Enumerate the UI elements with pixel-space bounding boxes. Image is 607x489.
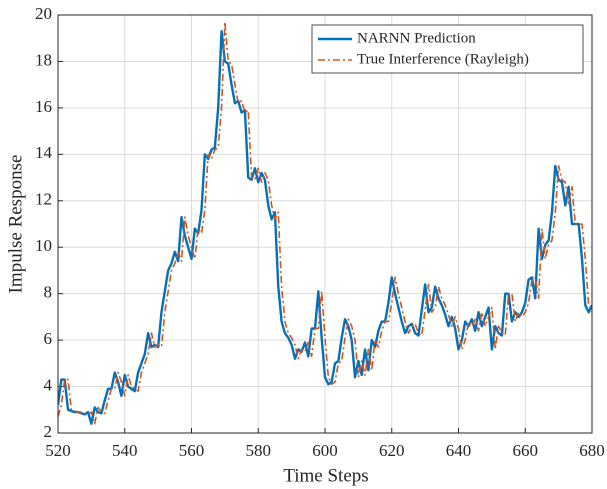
x-tick-label: 680: [579, 441, 605, 460]
x-tick-label: 600: [312, 441, 338, 460]
legend-label: True Interference (Rayleigh): [357, 51, 529, 67]
series-group: [58, 30, 592, 425]
data-line: [58, 21, 592, 425]
y-tick-label: 18: [35, 50, 52, 69]
x-tick-label: 520: [45, 441, 71, 460]
x-tick-label: 640: [446, 441, 472, 460]
x-tick-label: 620: [379, 441, 405, 460]
y-tick-label: 12: [35, 190, 52, 209]
legend-label: NARNN Prediction: [357, 30, 476, 46]
y-tick-label: 6: [44, 329, 53, 348]
x-tick-label: 540: [112, 441, 138, 460]
y-tick-label: 4: [44, 375, 53, 394]
legend-box: [311, 24, 584, 74]
data-line: [58, 30, 592, 425]
y-tick-label: 8: [44, 283, 53, 302]
y-tick-label: 20: [35, 4, 52, 23]
plot-frame: [57, 14, 593, 434]
x-axis-label: Time Steps: [283, 465, 368, 486]
x-tick-label: 560: [179, 441, 205, 460]
x-tick-label: 580: [246, 441, 272, 460]
y-tick-label: 16: [35, 97, 52, 116]
y-tick-label: 14: [35, 143, 53, 162]
x-tick-label: 660: [513, 441, 539, 460]
series-group: [58, 21, 592, 425]
y-tick-label: 2: [44, 422, 53, 441]
y-axis-label: Impulse Response: [5, 155, 26, 294]
y-tick-label: 10: [35, 236, 52, 255]
